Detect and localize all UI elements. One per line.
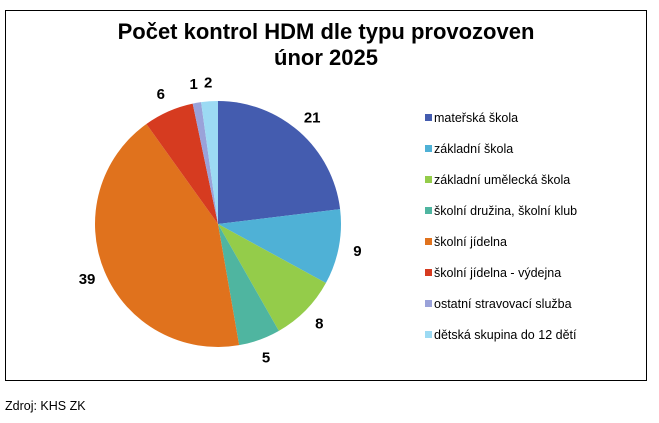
legend-item-ostatni-stravovaci-sluzba: ostatní stravovací služba [425, 296, 572, 312]
legend-label: školní družina, školní klub [434, 204, 578, 218]
data-label-ostatni-stravovaci-sluzba: 1 [189, 76, 197, 93]
legend-label: ostatní stravovací služba [434, 297, 572, 311]
chart-title-line1: Počet kontrol HDM dle typu provozoven [117, 19, 535, 44]
data-label-skolni-druzina: 5 [262, 350, 270, 367]
legend-swatch-icon [425, 300, 432, 307]
pie-slice-skolni-druzina [218, 224, 279, 346]
legend-label: dětská skupina do 12 dětí [434, 328, 577, 342]
legend-label: školní jídelna [434, 235, 507, 249]
legend-label: školní jídelna - výdejna [434, 266, 562, 280]
legend-item-zakladni-umelecka-skola: základní umělecká škola [425, 172, 570, 188]
legend-item-materska-skola: mateřská škola [425, 110, 518, 126]
data-label-skolni-jidelna-vydejna: 6 [157, 86, 165, 103]
pie-slice-skolni-jidelna-vydejna [146, 103, 218, 224]
legend-swatch-icon [425, 145, 432, 152]
pie-slice-skolni-jidelna [95, 123, 240, 347]
pie-slices [95, 101, 341, 347]
legend-item-zakladni-skola: základní škola [425, 141, 513, 157]
chart-title: Počet kontrol HDM dle typu provozoven ún… [5, 19, 647, 71]
pie-data-labels: 21 9 8 5 39 6 1 2 [79, 74, 362, 366]
legend-label: základní škola [434, 142, 514, 156]
legend-item-skolni-druzina: školní družina, školní klub [425, 203, 577, 219]
pie-slice-detska-skupina [201, 101, 218, 224]
source-note: Zdroj: KHS ZK [5, 399, 86, 413]
data-label-skolni-jidelna: 39 [79, 271, 96, 288]
data-label-zakladni-skola: 9 [353, 243, 361, 260]
legend-label: mateřská škola [434, 111, 519, 125]
chart-frame [5, 10, 647, 381]
legend-swatch-icon [425, 176, 432, 183]
legend-swatch-icon [425, 238, 432, 245]
legend-swatch-icon [425, 331, 432, 338]
legend-item-skolni-jidelna: školní jídelna [425, 234, 507, 250]
legend-item-detska-skupina: dětská skupina do 12 dětí [425, 327, 576, 343]
data-label-materska-skola: 21 [304, 110, 321, 127]
legend-label: základní umělecká škola [434, 173, 571, 187]
pie-slice-zakladni-skola [218, 209, 341, 284]
chart-title-line2: únor 2025 [274, 45, 378, 70]
pie-slice-ostatni-stravovaci-sluzba [192, 102, 218, 224]
legend-swatch-icon [425, 207, 432, 214]
pie-slice-zakladni-umelecka-skola [218, 224, 326, 331]
pie-slice-materska-skola [218, 101, 341, 224]
data-label-zakladni-umelecka-skola: 8 [315, 316, 323, 333]
legend-item-skolni-jidelna-vydejna: školní jídelna - výdejna [425, 265, 561, 281]
legend-swatch-icon [425, 269, 432, 276]
data-label-detska-skupina: 2 [204, 74, 212, 91]
legend-swatch-icon [425, 114, 432, 121]
